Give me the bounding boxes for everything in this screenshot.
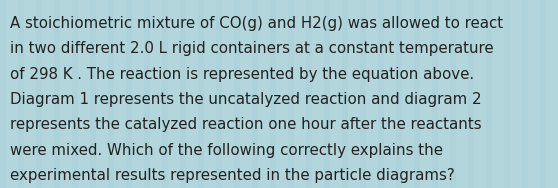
Bar [288, 0, 294, 188]
Text: Diagram 1 represents the uncatalyzed reaction and diagram 2: Diagram 1 represents the uncatalyzed rea… [10, 92, 482, 107]
Bar [54, 0, 60, 188]
Text: represents the catalyzed reaction one hour after the reactants: represents the catalyzed reaction one ho… [10, 118, 482, 133]
Bar [540, 0, 546, 188]
Bar [450, 0, 456, 188]
Text: of 298 K . The reaction is represented by the equation above.: of 298 K . The reaction is represented b… [10, 67, 474, 82]
Text: in two different 2.0 L rigid containers at a constant temperature: in two different 2.0 L rigid containers … [10, 41, 494, 56]
Bar [396, 0, 402, 188]
Bar [72, 0, 78, 188]
Bar [180, 0, 186, 188]
Bar [162, 0, 168, 188]
Bar [36, 0, 42, 188]
Bar [306, 0, 312, 188]
Bar [252, 0, 258, 188]
Bar [270, 0, 276, 188]
Bar [360, 0, 366, 188]
Bar [414, 0, 420, 188]
Bar [432, 0, 438, 188]
Bar [108, 0, 114, 188]
Bar [486, 0, 492, 188]
Text: were mixed. Which of the following correctly explains the: were mixed. Which of the following corre… [10, 143, 443, 158]
Bar [504, 0, 510, 188]
Bar [216, 0, 222, 188]
Bar [198, 0, 204, 188]
Bar [0, 0, 6, 188]
Text: experimental results represented in the particle diagrams?: experimental results represented in the … [10, 168, 455, 183]
Bar [324, 0, 330, 188]
Text: A stoichiometric mixture of CO(g) and H2(g) was allowed to react: A stoichiometric mixture of CO(g) and H2… [10, 16, 503, 31]
Bar [522, 0, 528, 188]
Bar [18, 0, 24, 188]
Bar [144, 0, 150, 188]
Bar [90, 0, 96, 188]
Bar [234, 0, 240, 188]
Bar [342, 0, 348, 188]
Bar [378, 0, 384, 188]
Bar [126, 0, 132, 188]
Bar [468, 0, 474, 188]
